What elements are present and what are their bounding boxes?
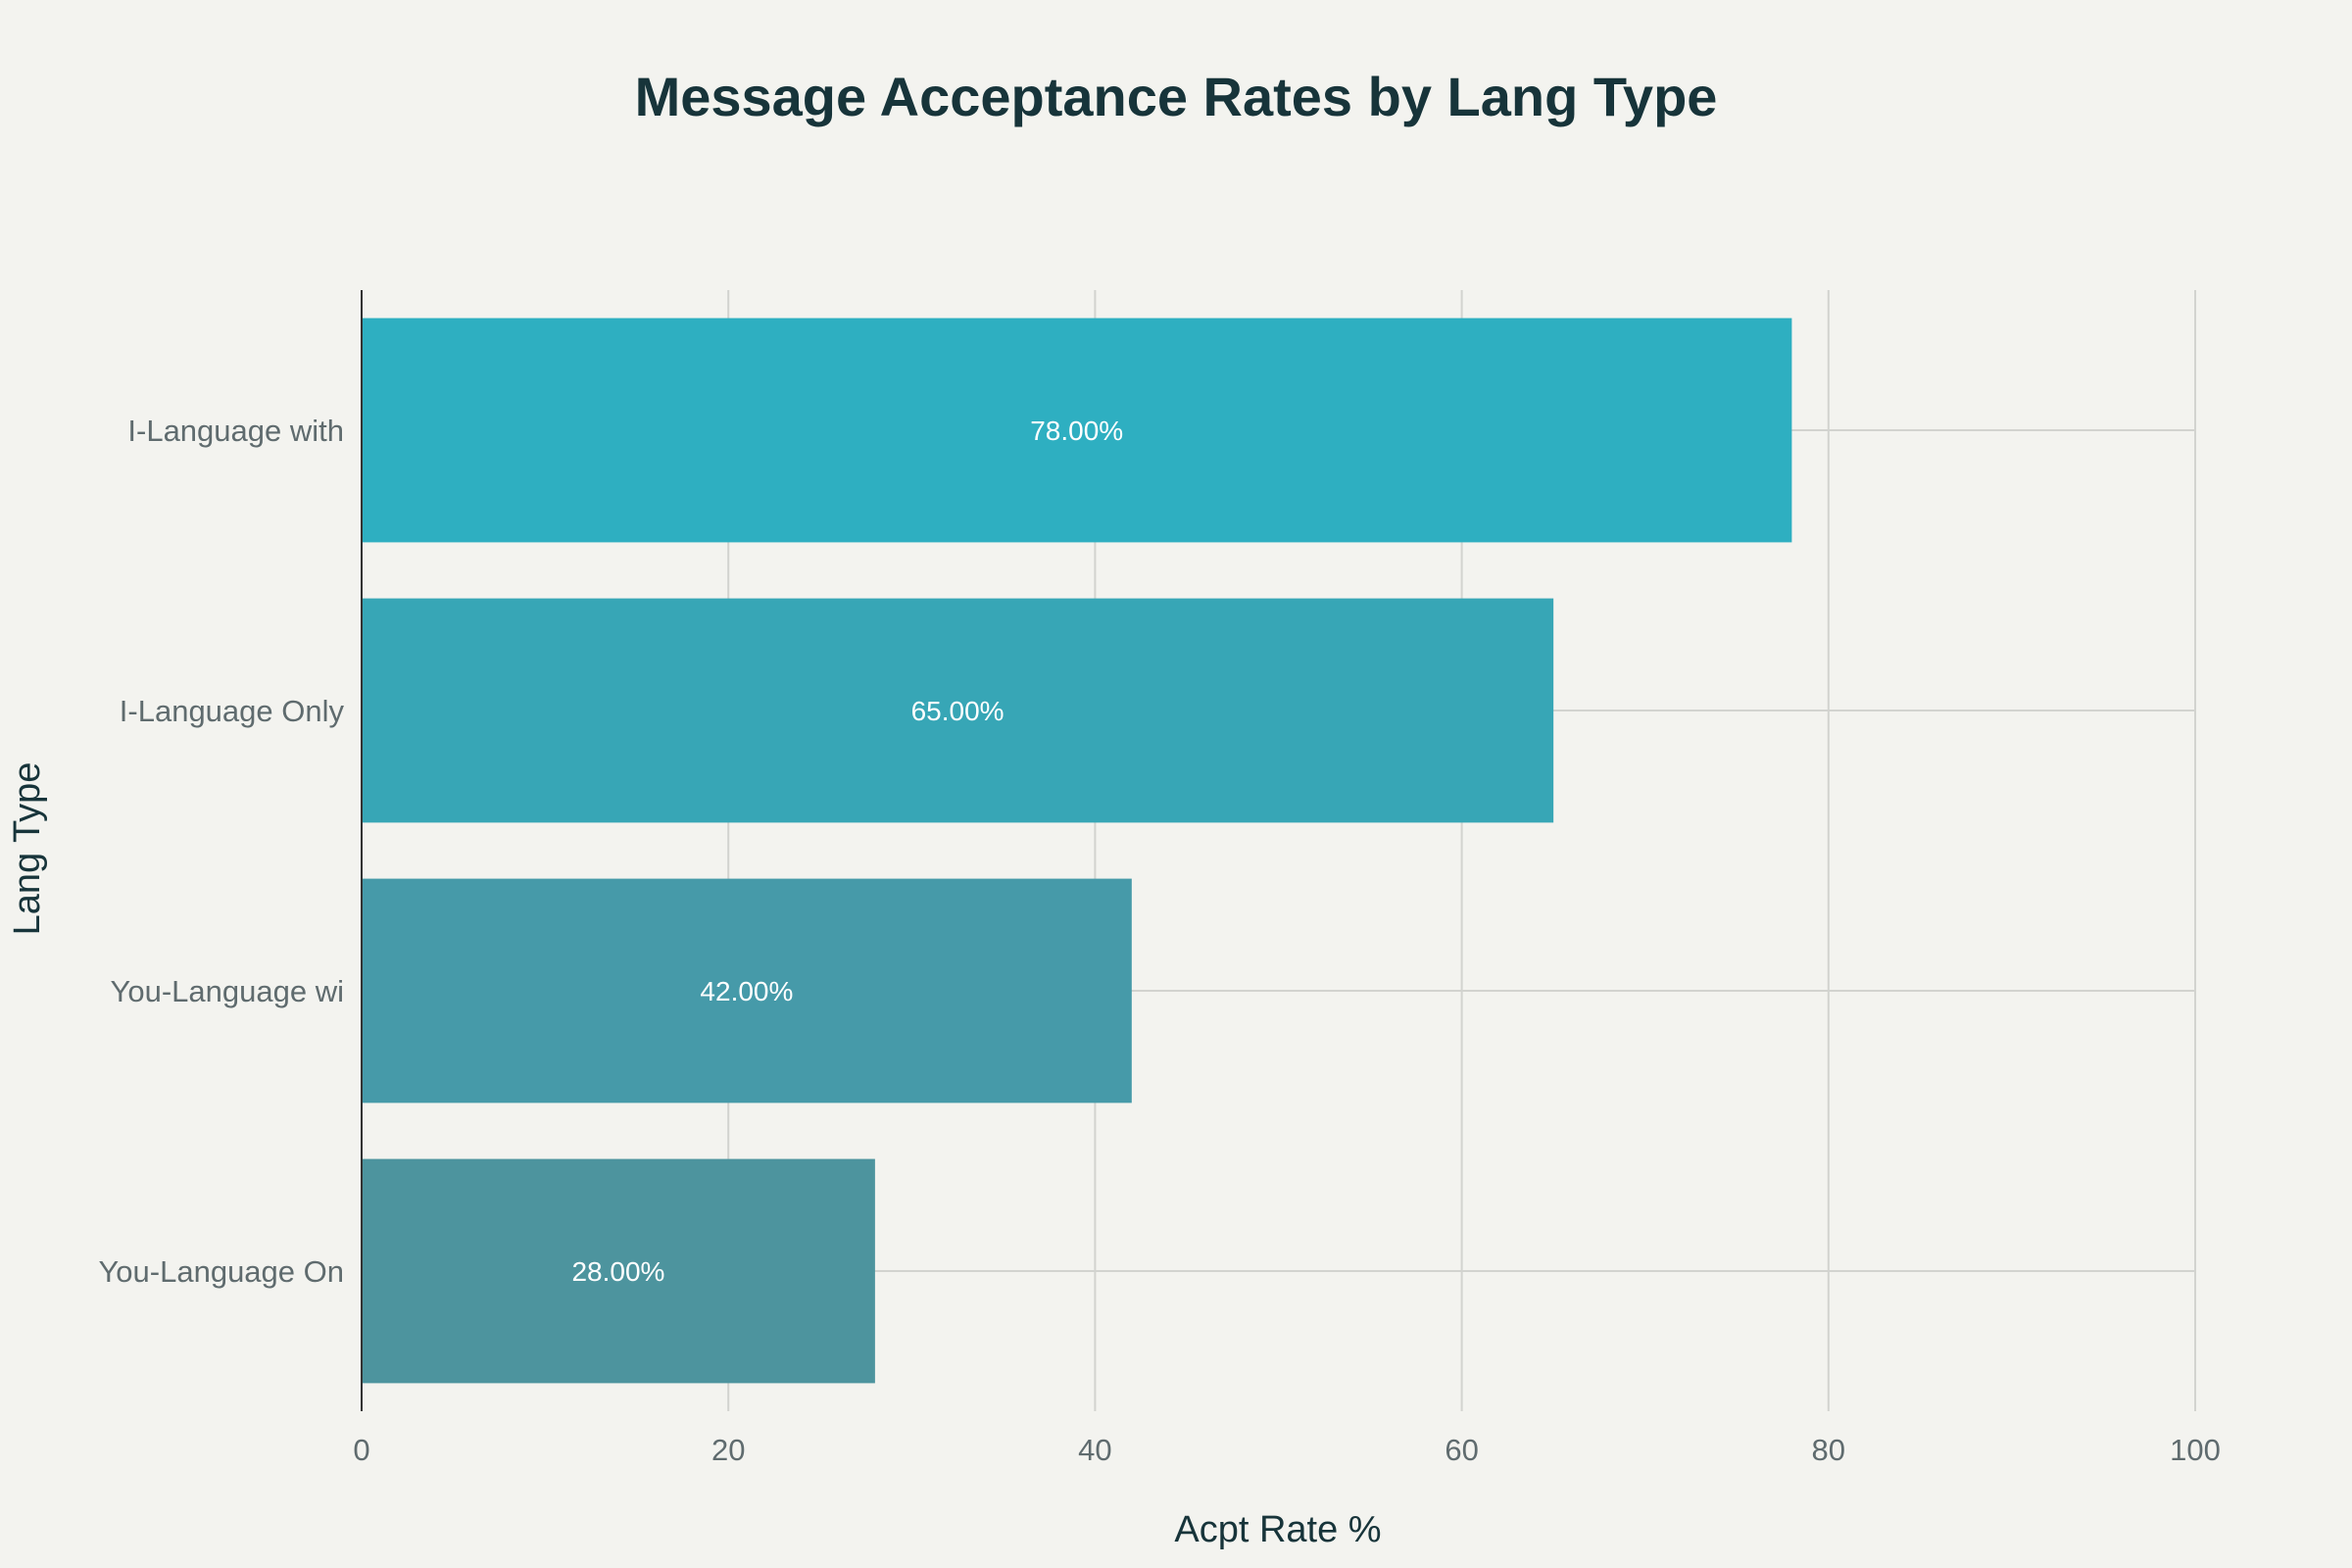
chart-title: Message Acceptance Rates by Lang Type (635, 66, 1718, 127)
bar[interactable] (362, 318, 1792, 543)
category-label: You-Language wi (111, 974, 344, 1008)
x-tick-label: 0 (353, 1433, 369, 1467)
y-axis-categories: I-Language with I-Language Only You-Langua… (98, 414, 344, 1289)
x-tick-label: 20 (711, 1433, 745, 1467)
x-tick-label: 80 (1812, 1433, 1845, 1467)
bar[interactable] (362, 878, 1132, 1103)
bar[interactable] (362, 598, 1554, 823)
bars: 78.00% 65.00% 42.00% 28.00% (362, 318, 1792, 1384)
category-label: You-Language On (98, 1254, 344, 1289)
bar[interactable] (362, 1158, 875, 1384)
x-axis-ticks: 0 20 40 60 80 100 (353, 1433, 2220, 1467)
x-tick-label: 60 (1445, 1433, 1478, 1467)
y-axis-title: Lang Type (7, 762, 48, 936)
bar-value-label: 42.00% (700, 976, 793, 1006)
bar-value-label: 65.00% (911, 696, 1004, 726)
x-tick-label: 100 (2170, 1433, 2221, 1467)
bar-value-label: 78.00% (1030, 416, 1123, 446)
x-tick-label: 40 (1078, 1433, 1111, 1467)
x-axis-title: Acpt Rate % (1174, 1509, 1381, 1550)
bar-value-label: 28.00% (571, 1256, 664, 1287)
category-label: I-Language Only (120, 694, 345, 728)
category-label: I-Language with (127, 414, 344, 448)
